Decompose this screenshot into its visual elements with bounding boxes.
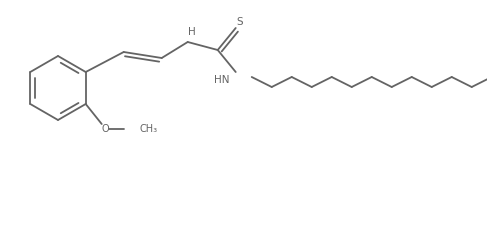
Text: S: S xyxy=(236,17,243,27)
Text: CH₃: CH₃ xyxy=(140,124,158,134)
Text: HN: HN xyxy=(214,75,229,85)
Text: H: H xyxy=(188,27,196,37)
Text: O: O xyxy=(102,124,110,134)
